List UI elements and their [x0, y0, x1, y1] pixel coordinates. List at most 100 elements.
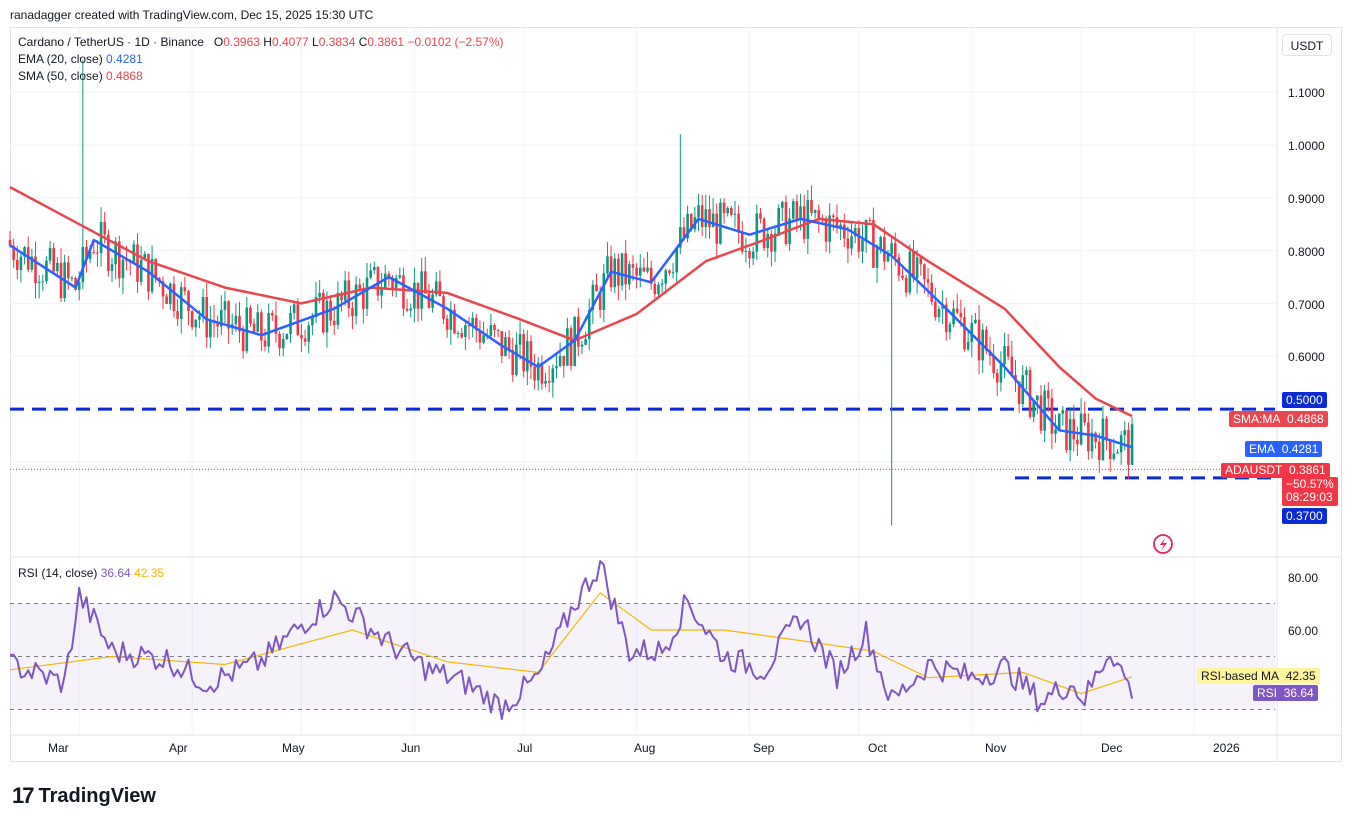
candle-body — [875, 248, 879, 268]
candle-body — [19, 256, 23, 271]
candle-body — [624, 253, 627, 285]
candle-body — [966, 342, 970, 350]
candle-body — [383, 273, 387, 289]
candle-body — [602, 273, 606, 310]
candle-body — [292, 304, 296, 314]
rsi-ma-tag: RSI-based MA 42.35 — [1197, 668, 1320, 684]
candle-body — [8, 240, 12, 246]
candle-body — [562, 355, 566, 366]
candlestick-series — [8, 60, 1134, 526]
legend-symbol-row[interactable]: Cardano / TetherUS · 1D · Binance O0.396… — [18, 35, 504, 49]
candle-body — [227, 301, 230, 329]
candle-body — [995, 373, 999, 383]
candle-body — [314, 296, 318, 318]
candle-body — [748, 251, 751, 259]
candle-body — [456, 333, 460, 335]
candle-body — [515, 344, 518, 376]
candle-body — [897, 257, 901, 276]
candle-body — [544, 381, 547, 384]
candle-body — [482, 335, 485, 343]
candle-body — [919, 257, 923, 265]
candle-body — [219, 309, 223, 327]
candle-body — [187, 291, 190, 312]
candle-body — [1072, 419, 1076, 440]
legend-rsi-row[interactable]: RSI (14, close) 36.64 42.35 — [18, 566, 165, 580]
candle-body — [886, 254, 890, 262]
candle-body — [351, 308, 354, 317]
candle-body — [103, 221, 107, 235]
candle-body — [260, 312, 263, 341]
candle-body — [1094, 432, 1097, 443]
candle-body — [868, 219, 872, 221]
candle-body — [708, 209, 711, 228]
candle-body — [464, 325, 467, 338]
candle-body — [252, 323, 256, 332]
candle-body — [828, 215, 831, 242]
candle-body — [81, 246, 85, 283]
candle-body — [41, 281, 45, 283]
candle-body — [336, 292, 340, 325]
price-tag: ADAUSDT 0.3861 — [1221, 463, 1330, 478]
candle-body — [1123, 430, 1127, 436]
candle-body — [697, 205, 700, 218]
rsi-tick: 80.00 — [1288, 571, 1319, 585]
legend-ema-row[interactable]: EMA (20, close) 0.4281 — [18, 52, 143, 66]
time-tick: Jul — [517, 741, 533, 755]
ema-value: 0.4281 — [106, 52, 143, 66]
candle-body — [668, 270, 671, 274]
candle-body — [154, 258, 158, 278]
candle-body — [664, 270, 668, 284]
candle-body — [358, 284, 362, 289]
candle-body — [394, 277, 398, 289]
candle-body — [1036, 395, 1039, 401]
candle-body — [52, 248, 56, 272]
price-tick: 0.9000 — [1288, 192, 1325, 206]
level-high-tag: 0.5000 — [1282, 392, 1327, 408]
candle-body — [569, 328, 573, 367]
symbol-name: Cardano / TetherUS · 1D · Binance — [18, 35, 204, 49]
candle-body — [307, 325, 311, 342]
legend-sma-row[interactable]: SMA (50, close) 0.4868 — [18, 69, 143, 83]
snapshot-icon[interactable] — [1153, 534, 1173, 554]
moving-averages — [9, 185, 1133, 449]
candle-body — [416, 282, 420, 309]
candle-body — [285, 333, 289, 340]
candle-body — [1083, 413, 1087, 423]
brand-name: TradingView — [38, 784, 156, 807]
candle-body — [740, 232, 744, 252]
candle-body — [533, 366, 536, 381]
candle-body — [99, 221, 103, 254]
candle-body — [955, 308, 959, 313]
candle-body — [1068, 419, 1072, 451]
candle-body — [413, 282, 416, 309]
price-tag-extra: −50.57% 08:29:03 — [1282, 477, 1338, 506]
candle-body — [824, 220, 828, 242]
candle-body — [271, 313, 274, 316]
currency-button[interactable]: USDT — [1282, 34, 1332, 56]
candle-body — [15, 259, 19, 271]
price-tick: 0.6000 — [1288, 350, 1325, 364]
candle-body — [1054, 429, 1057, 434]
candle-body — [190, 311, 194, 328]
tradingview-logo[interactable]: 17 TradingView — [12, 783, 156, 809]
candle-body — [675, 247, 678, 273]
candle-body — [209, 320, 212, 338]
time-tick: Aug — [634, 741, 656, 755]
candle-body — [1079, 413, 1083, 445]
price-tick: 0.8000 — [1288, 245, 1325, 259]
candle-body — [726, 207, 729, 214]
candle-body — [620, 253, 624, 286]
candle-body — [813, 210, 817, 213]
sma-value: 0.4868 — [106, 69, 143, 83]
candle-body — [944, 304, 948, 333]
candle-body — [267, 313, 270, 347]
candle-body — [354, 284, 358, 317]
candle-body — [751, 251, 755, 259]
rsi-tag: RSI 36.64 — [1253, 685, 1318, 701]
candle-body — [638, 267, 642, 276]
candle-body — [948, 324, 952, 333]
candle-body — [143, 253, 147, 260]
candle-body — [300, 335, 303, 339]
candle-body — [241, 331, 245, 352]
